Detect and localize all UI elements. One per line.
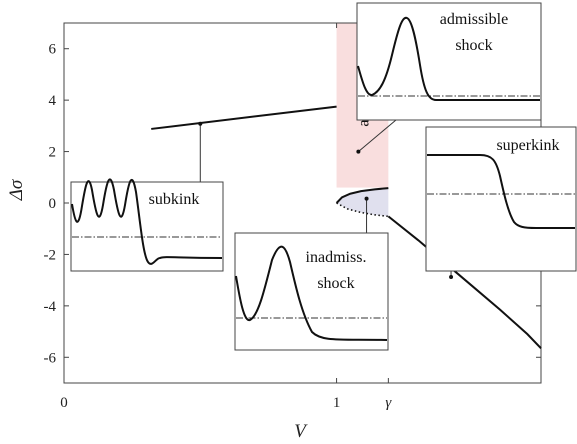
y-tick-label: 0 xyxy=(49,196,57,212)
y-tick-label: 4 xyxy=(49,93,57,109)
admissible-shock-label-1: admissible xyxy=(440,11,508,28)
tick-layer: 6 4 2 0 -2 -4 -6 0 1 γ xyxy=(44,23,541,411)
y-axis-title: Δσ xyxy=(6,179,27,201)
inset-layer: subkink admissible shock inadmiss. shock supe… xyxy=(70,2,577,351)
superkink-label: superkink xyxy=(496,137,559,154)
superkink-inset-frame xyxy=(425,126,577,272)
admissible-shock-curve xyxy=(357,16,540,101)
subkink-inset-frame xyxy=(70,181,224,272)
superkink-curve xyxy=(427,154,575,229)
series-0-line xyxy=(151,105,337,130)
admissible-shock-leader-dot xyxy=(356,149,361,154)
inadmiss-shock-label-2: shock xyxy=(317,275,354,292)
x-axis-title: V xyxy=(294,421,308,442)
x-tick-label: 0 xyxy=(60,395,68,411)
series-layer xyxy=(151,105,542,349)
superkink-leader-dot xyxy=(449,275,454,280)
y-tick-label: -6 xyxy=(44,350,57,366)
series-1-line xyxy=(335,187,389,204)
subkink-label: subkink xyxy=(149,191,200,208)
x-tick-label: 1 xyxy=(333,395,341,411)
series-3-line xyxy=(387,215,542,349)
inadmiss-shock-curve xyxy=(235,245,388,341)
y-tick-label: -4 xyxy=(44,299,57,315)
y-tick-label: 2 xyxy=(49,145,57,161)
y-tick-label: -2 xyxy=(44,247,57,263)
admissible-shock-leader xyxy=(358,119,397,152)
subkink-curve xyxy=(71,178,223,265)
x-tick-label: γ xyxy=(385,395,392,411)
admissible-shock-label-2: shock xyxy=(455,37,492,54)
inadmiss-shock-leader-dot xyxy=(364,196,369,201)
y-tick-label: 6 xyxy=(49,42,57,58)
inadmissible-region xyxy=(336,188,389,217)
inadmiss-shock-label-1: inadmiss. xyxy=(306,249,367,266)
series-2-line xyxy=(336,202,389,218)
subkink-leader-dot xyxy=(198,121,203,126)
